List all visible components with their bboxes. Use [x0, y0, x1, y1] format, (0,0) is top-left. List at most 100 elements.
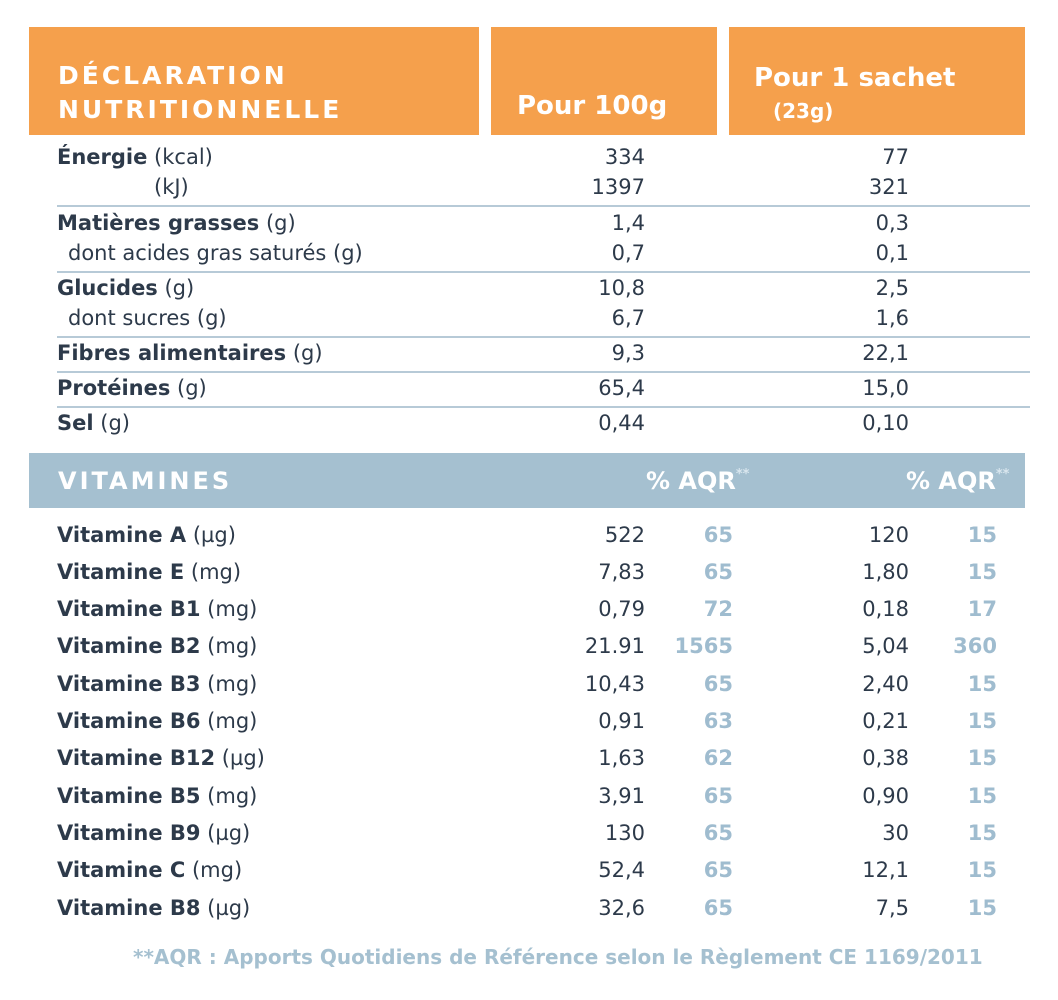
sugars-100g: 6,7	[611, 306, 645, 330]
vitamin-value-sachet: 0,21	[862, 709, 909, 733]
saturated-fat-label: dont acides gras saturés (g)	[68, 241, 363, 265]
vitamin-aqr-100g: 65	[703, 858, 733, 882]
col-sachet-label: Pour 1 sachet	[754, 63, 956, 93]
carbs-100g: 10,8	[598, 276, 645, 300]
vitamin-value-sachet: 0,38	[862, 746, 909, 770]
fibre-label: Fibres alimentaires (g)	[57, 341, 323, 365]
sugars-sachet: 1,6	[875, 306, 909, 330]
vitamin-value-sachet: 7,5	[875, 896, 909, 920]
divider	[57, 371, 1030, 373]
vitamin-value-100g: 0,79	[598, 597, 645, 621]
vitamin-label: Vitamine A (µg)	[57, 523, 236, 547]
divider	[57, 336, 1030, 338]
carbs-label: Glucides (g)	[57, 276, 195, 300]
vitamin-aqr-sachet: 15	[967, 672, 997, 696]
vitamin-value-100g: 52,4	[598, 858, 645, 882]
vitamin-label: Vitamine B1 (mg)	[57, 597, 258, 621]
vitamin-aqr-100g: 65	[703, 523, 733, 547]
divider	[57, 406, 1030, 408]
title-line-2: NUTRITIONNELLE	[58, 95, 343, 124]
footnote: **AQR : Apports Quotidiens de Référence …	[133, 945, 983, 969]
vitamins-title: VITAMINES	[58, 467, 233, 495]
aqr-header-100g: % AQR**	[646, 467, 750, 495]
fat-100g: 1,4	[611, 211, 645, 235]
vitamin-value-sachet: 12,1	[862, 858, 909, 882]
vitamin-aqr-sachet: 15	[967, 560, 997, 584]
vitamin-label: Vitamine B5 (mg)	[57, 784, 258, 808]
title-line-1: DÉCLARATION	[58, 61, 288, 90]
vitamin-value-100g: 7,83	[598, 560, 645, 584]
vitamin-aqr-sachet: 15	[967, 858, 997, 882]
saturated-fat-sachet: 0,1	[875, 241, 909, 265]
vitamin-aqr-sachet: 15	[967, 821, 997, 845]
vitamin-aqr-100g: 65	[703, 821, 733, 845]
salt-sachet: 0,10	[862, 411, 909, 435]
vitamin-label: Vitamine B2 (mg)	[57, 634, 258, 658]
vitamin-value-sachet: 1,80	[862, 560, 909, 584]
salt-label: Sel (g)	[57, 411, 130, 435]
vitamin-value-sachet: 120	[868, 523, 909, 547]
energy-kj-label: (kJ)	[154, 175, 189, 199]
energy-kj-100g: 1397	[591, 175, 645, 199]
vitamin-value-100g: 21.91	[584, 634, 645, 658]
vitamin-label: Vitamine B8 (µg)	[57, 896, 251, 920]
energy-kcal-100g: 334	[604, 145, 645, 169]
carbs-sachet: 2,5	[875, 276, 909, 300]
vitamin-value-sachet: 2,40	[862, 672, 909, 696]
vitamin-value-100g: 0,91	[598, 709, 645, 733]
divider	[57, 205, 1030, 207]
vitamin-aqr-100g: 65	[703, 672, 733, 696]
vitamin-aqr-sachet: 15	[967, 523, 997, 547]
header-col-sachet: Pour 1 sachet (23g)	[729, 27, 1025, 135]
col-100g-label: Pour 100g	[517, 91, 668, 121]
vitamin-aqr-100g: 65	[703, 896, 733, 920]
vitamin-label: Vitamine B3 (mg)	[57, 672, 258, 696]
protein-100g: 65,4	[598, 376, 645, 400]
aqr-header-sachet: % AQR**	[906, 467, 1010, 495]
vitamins-header: VITAMINES % AQR** % AQR**	[29, 453, 1025, 508]
vitamin-aqr-sachet: 360	[953, 634, 997, 658]
header-title-cell: DÉCLARATION NUTRITIONNELLE	[29, 27, 479, 135]
energy-kcal-sachet: 77	[882, 145, 909, 169]
vitamin-aqr-100g: 65	[703, 784, 733, 808]
vitamin-value-100g: 3,91	[598, 784, 645, 808]
vitamin-value-100g: 32,6	[598, 896, 645, 920]
vitamin-aqr-sachet: 15	[967, 746, 997, 770]
fat-label: Matières grasses (g)	[57, 211, 296, 235]
energy-kj-sachet: 321	[868, 175, 909, 199]
vitamin-aqr-sachet: 15	[967, 709, 997, 733]
vitamin-aqr-sachet: 15	[967, 896, 997, 920]
vitamin-value-100g: 1,63	[598, 746, 645, 770]
vitamin-aqr-100g: 62	[703, 746, 733, 770]
header-col-100g: Pour 100g	[491, 27, 717, 135]
vitamin-value-100g: 10,43	[584, 672, 645, 696]
salt-100g: 0,44	[598, 411, 645, 435]
fibre-100g: 9,3	[611, 341, 645, 365]
col-sachet-sublabel: (23g)	[773, 99, 834, 123]
vitamin-aqr-100g: 1565	[674, 634, 733, 658]
saturated-fat-100g: 0,7	[611, 241, 645, 265]
vitamin-aqr-sachet: 15	[967, 784, 997, 808]
vitamin-aqr-100g: 63	[703, 709, 733, 733]
table-title: DÉCLARATION NUTRITIONNELLE	[58, 59, 342, 127]
vitamin-label: Vitamine B6 (mg)	[57, 709, 258, 733]
vitamin-aqr-sachet: 17	[967, 597, 997, 621]
vitamin-value-sachet: 0,90	[862, 784, 909, 808]
sugars-label: dont sucres (g)	[68, 306, 227, 330]
divider	[57, 271, 1030, 273]
vitamin-aqr-100g: 65	[703, 560, 733, 584]
vitamin-value-100g: 130	[604, 821, 645, 845]
vitamin-label: Vitamine E (mg)	[57, 560, 242, 584]
vitamin-label: Vitamine C (mg)	[57, 858, 243, 882]
vitamin-aqr-100g: 72	[703, 597, 733, 621]
protein-sachet: 15,0	[862, 376, 909, 400]
vitamin-value-sachet: 30	[882, 821, 909, 845]
fat-sachet: 0,3	[875, 211, 909, 235]
energy-label: Énergie (kcal)	[57, 145, 213, 169]
vitamin-label: Vitamine B12 (µg)	[57, 746, 265, 770]
vitamin-value-100g: 522	[604, 523, 645, 547]
vitamin-label: Vitamine B9 (µg)	[57, 821, 251, 845]
fibre-sachet: 22,1	[862, 341, 909, 365]
protein-label: Protéines (g)	[57, 376, 207, 400]
vitamin-value-sachet: 5,04	[862, 634, 909, 658]
